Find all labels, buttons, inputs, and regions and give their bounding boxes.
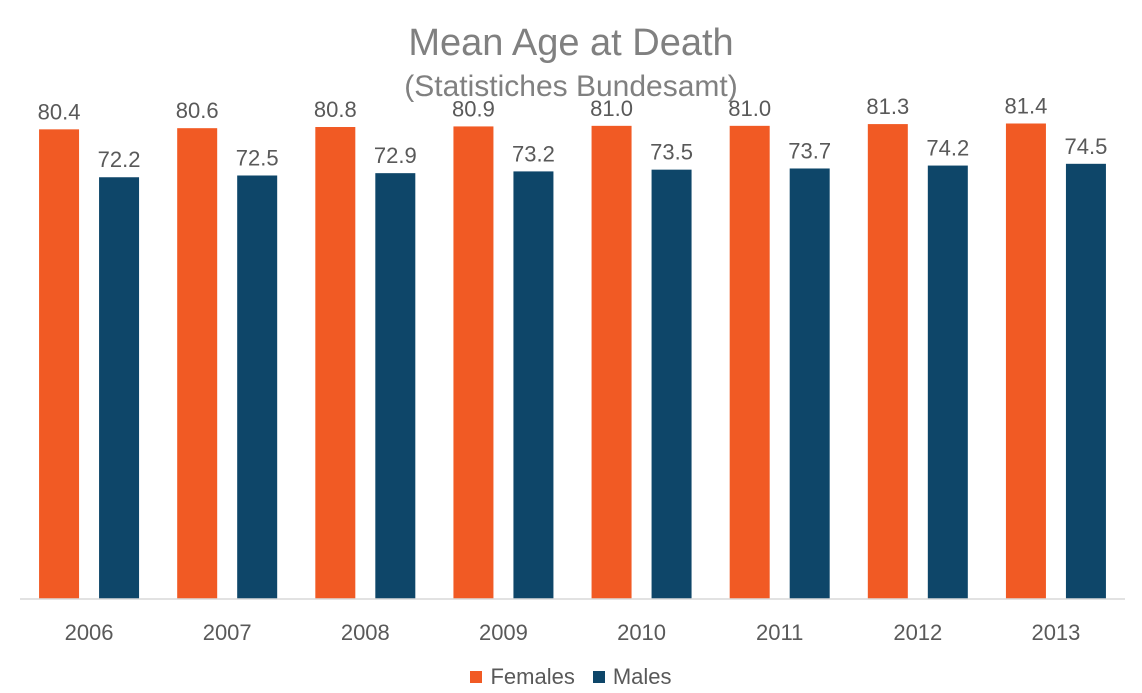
legend-label-males: Males: [612, 664, 672, 689]
bar-females-2009: [453, 126, 494, 600]
x-tick-label-2006: 2006: [65, 620, 114, 645]
bar-females-2010: [591, 125, 632, 599]
data-label-females-2006: 80.4: [38, 99, 81, 124]
bar-males-2006: [99, 177, 140, 599]
data-label-males-2008: 72.9: [374, 143, 417, 168]
x-tick-label-2013: 2013: [1031, 620, 1080, 645]
chart-title: Mean Age at Death: [408, 22, 734, 64]
bar-males-2010: [651, 169, 692, 599]
bar-males-2012: [927, 165, 968, 599]
x-tick-label-2008: 2008: [341, 620, 390, 645]
bar-females-2008: [315, 127, 356, 599]
x-tick-label-2010: 2010: [617, 620, 666, 645]
x-tick-label-2007: 2007: [203, 620, 252, 645]
x-tick-label-2012: 2012: [893, 620, 942, 645]
chart-subtitle: (Statistiches Bundesamt): [404, 70, 738, 103]
data-label-males-2013: 74.5: [1065, 134, 1108, 159]
data-label-females-2009: 80.9: [452, 96, 495, 121]
bar-males-2007: [237, 175, 278, 599]
bar-females-2011: [729, 125, 770, 599]
x-tick-label-2009: 2009: [479, 620, 528, 645]
bar-males-2009: [513, 171, 554, 599]
x-tick-label-2011: 2011: [756, 620, 803, 645]
data-label-males-2010: 73.5: [650, 140, 693, 165]
legend-item-females: Females: [470, 664, 575, 690]
data-label-males-2009: 73.2: [512, 141, 555, 166]
legend: Females Males: [0, 664, 1142, 690]
data-label-females-2010: 81.0: [590, 96, 633, 121]
legend-item-males: Males: [592, 664, 672, 690]
data-label-females-2012: 81.3: [866, 94, 909, 119]
bar-males-2008: [375, 173, 416, 599]
data-label-males-2006: 72.2: [98, 147, 141, 172]
data-label-males-2012: 74.2: [926, 136, 969, 161]
data-label-males-2007: 72.5: [236, 145, 279, 170]
bar-females-2013: [1005, 123, 1046, 599]
bar-females-2012: [867, 124, 908, 600]
data-label-females-2008: 80.8: [314, 97, 357, 122]
data-label-females-2013: 81.4: [1005, 94, 1048, 119]
legend-swatch-females: [470, 671, 483, 683]
bar-males-2011: [789, 168, 830, 600]
bar-females-2006: [39, 129, 80, 599]
bar-males-2013: [1065, 163, 1106, 599]
data-label-females-2011: 81.0: [728, 96, 771, 121]
legend-label-females: Females: [490, 664, 575, 689]
bar-females-2007: [177, 128, 218, 600]
legend-swatch-males: [592, 671, 605, 683]
data-label-females-2007: 80.6: [176, 98, 219, 123]
data-label-males-2011: 73.7: [788, 138, 831, 163]
